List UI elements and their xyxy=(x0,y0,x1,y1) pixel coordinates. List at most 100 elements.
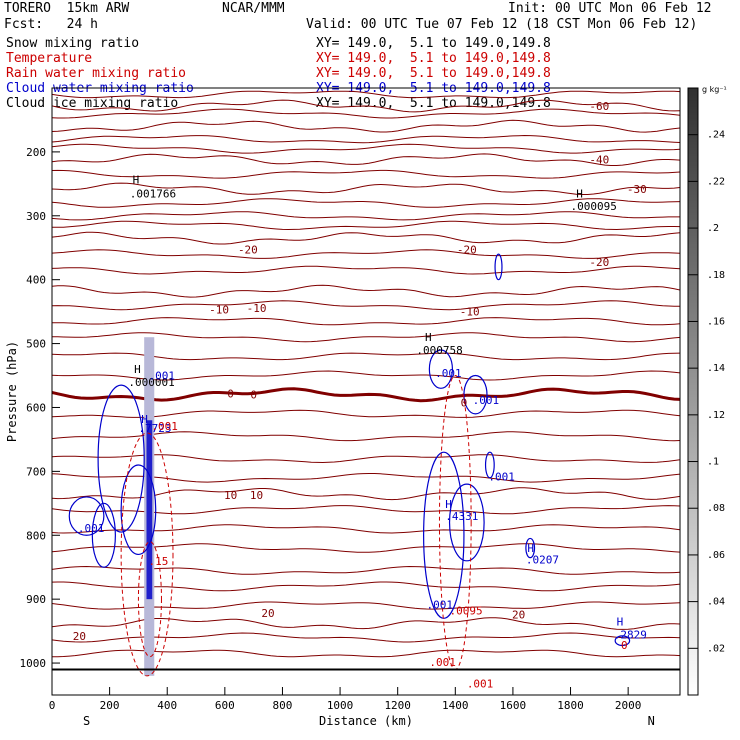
contour-annotation: .4331 xyxy=(445,510,478,523)
x-tick-label: 1200 xyxy=(384,699,411,712)
colorbar-tick-label: .16 xyxy=(707,316,725,327)
y-tick-label: 500 xyxy=(26,338,46,351)
contour-annotation: H xyxy=(576,187,583,200)
y-tick-label: 600 xyxy=(26,401,46,414)
isotherm-label: -10 xyxy=(209,304,229,317)
cloud-water-contour xyxy=(448,483,485,562)
contour-annotation: .001 xyxy=(149,370,176,383)
isotherm-line xyxy=(52,487,680,501)
colorbar-tick-label: .12 xyxy=(707,410,725,421)
isotherm-line xyxy=(52,300,680,311)
x-tick-label: 1600 xyxy=(500,699,527,712)
colorbar-tick-label: .2 xyxy=(707,223,719,234)
isotherm-line xyxy=(52,601,680,610)
contour-annotation: .15 xyxy=(149,555,169,568)
contour-annotation: .001 xyxy=(429,656,456,669)
isotherm-line xyxy=(52,153,680,166)
colorbar-tick-label: .1 xyxy=(707,457,719,468)
isotherm-line xyxy=(52,581,680,592)
isotherm-label: -40 xyxy=(589,154,609,167)
contour-annotation: .001766 xyxy=(130,187,176,200)
isotherm-line xyxy=(52,543,680,553)
forecast-hour: Fcst: 24 h xyxy=(4,17,98,32)
contour-annotation: H xyxy=(527,542,534,555)
y-axis-title: Pressure (hPa) xyxy=(5,341,19,442)
isotherm-line xyxy=(52,108,680,119)
contour-annotation: .001 xyxy=(473,394,500,407)
isotherm-label: -20 xyxy=(238,244,258,257)
y-tick-label: 200 xyxy=(26,146,46,159)
x-tick-label: 1000 xyxy=(327,699,354,712)
isotherm-line xyxy=(52,524,680,534)
y-tick-label: 300 xyxy=(26,210,46,223)
isotherm-line xyxy=(52,231,680,245)
x-tick-label: 200 xyxy=(100,699,120,712)
cloud-water-contour xyxy=(525,537,536,559)
isotherm-line xyxy=(52,454,680,464)
plot-frame xyxy=(51,87,681,696)
model-title: TORERO 15km ARW xyxy=(4,1,130,16)
cloud-water-contour xyxy=(463,374,488,415)
contour-annotation: 0 xyxy=(621,639,628,652)
cloud-water-contour xyxy=(494,253,503,281)
isotherm-label: -20 xyxy=(589,256,609,269)
colorbar-tick-label: .04 xyxy=(707,597,725,608)
isotherm-line xyxy=(52,220,680,231)
legend-field-name: Rain water mixing ratio xyxy=(6,66,187,81)
legend-field-name: Cloud ice mixing ratio xyxy=(6,96,179,111)
contour-annotation: H xyxy=(425,331,432,344)
isotherm-line xyxy=(52,198,680,208)
init-time: Init: 00 UTC Mon 06 Feb 12 xyxy=(508,1,712,16)
isotherm-label: 0 xyxy=(227,387,234,400)
isotherm-label: -20 xyxy=(457,244,477,257)
contour-annotation: .001 xyxy=(467,677,494,690)
isotherm-line xyxy=(52,90,680,99)
isotherm-label: 10 xyxy=(224,489,237,502)
colorbar-tick-label: .24 xyxy=(707,130,725,141)
colorbar-tick-label: .08 xyxy=(707,503,725,514)
isotherm-line xyxy=(52,317,680,326)
colorbar-tick-label: .22 xyxy=(707,176,725,187)
legend-field-xy: XY= 149.0, 5.1 to 149.0,149.8 xyxy=(316,51,551,66)
x-axis-title: Distance (km) xyxy=(319,714,413,728)
isotherm-label: -30 xyxy=(627,183,647,196)
x-tick-label: 2000 xyxy=(615,699,642,712)
x-end-right: N xyxy=(648,714,655,728)
rain-water-contour xyxy=(137,541,162,658)
isotherm-line xyxy=(52,370,680,381)
cloud-water-contour xyxy=(428,349,454,389)
colorbar-unit: g kg⁻¹ xyxy=(702,85,727,94)
x-tick-label: 800 xyxy=(273,699,293,712)
legend-field-xy: XY= 149.0, 5.1 to 149.0,149.8 xyxy=(316,66,551,81)
legend-field-name: Snow mixing ratio xyxy=(6,36,140,51)
contour-annotation: .001 xyxy=(426,598,453,611)
contour-annotation: .001 xyxy=(78,522,105,535)
cloud-water-contour xyxy=(97,384,145,533)
x-tick-label: 1800 xyxy=(557,699,584,712)
isotherm-line xyxy=(52,617,680,630)
colorbar-tick-label: .14 xyxy=(707,363,725,374)
isotherm-line xyxy=(52,332,680,343)
cloud-core xyxy=(146,420,153,600)
isotherm-line xyxy=(52,431,680,442)
isotherm-line xyxy=(52,352,680,361)
y-tick-label: 800 xyxy=(26,529,46,542)
isotherm-label: 20 xyxy=(261,607,274,620)
contour-annotation: .000095 xyxy=(571,200,617,213)
cloud-water-contour xyxy=(614,635,631,647)
x-tick-label: 600 xyxy=(215,699,235,712)
y-tick-label: 1000 xyxy=(20,657,47,670)
contour-annotation: H xyxy=(133,173,140,186)
contour-annotation: .0207 xyxy=(526,554,559,567)
isotherm-line xyxy=(52,632,680,643)
isotherm-line xyxy=(52,649,680,658)
contour-annotation: H xyxy=(141,413,148,426)
isotherm-line xyxy=(52,211,680,221)
contour-annotation: .000001 xyxy=(128,376,174,389)
isotherm-line xyxy=(52,409,680,418)
isotherm-line xyxy=(52,182,680,195)
isotherm-line xyxy=(52,265,680,275)
x-end-left: S xyxy=(83,714,90,728)
contour-annotation: .001 xyxy=(151,420,178,433)
